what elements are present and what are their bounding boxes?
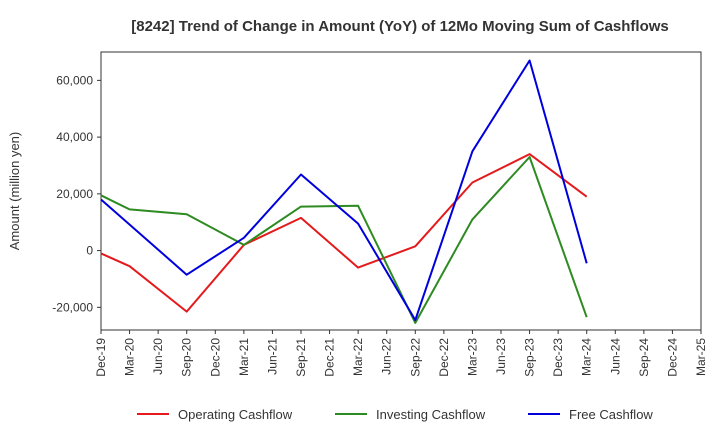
x-axis-ticks: Dec-19 Mar-20 Jun-20 Sep-20 Dec-20 Mar-21 Jun-… xyxy=(94,330,708,377)
x-tick-label: Mar-24 xyxy=(580,338,594,376)
x-tick-label: Dec-21 xyxy=(323,338,337,377)
x-tick-label: Mar-21 xyxy=(237,338,251,376)
x-tick-label: Sep-22 xyxy=(408,338,422,377)
x-tick-label: Dec-19 xyxy=(94,338,108,377)
y-tick-label: 20,000 xyxy=(56,187,93,201)
x-tick-label: Mar-22 xyxy=(351,338,365,376)
legend: Operating Cashflow Investing Cashflow Free… xyxy=(137,407,653,422)
x-tick-label: Sep-21 xyxy=(294,338,308,377)
y-tick-label: 40,000 xyxy=(56,130,93,144)
legend-label: Operating Cashflow xyxy=(178,407,293,422)
x-tick-label: Jun-23 xyxy=(494,338,508,375)
y-tick-label: 60,000 xyxy=(56,73,93,87)
x-tick-label: Sep-23 xyxy=(523,338,537,377)
y-tick-label: -20,000 xyxy=(52,300,93,314)
x-tick-label: Mar-23 xyxy=(465,338,479,376)
x-tick-label: Jun-20 xyxy=(151,338,165,375)
legend-label: Investing Cashflow xyxy=(376,407,486,422)
plot-area xyxy=(101,52,701,330)
x-tick-label: Dec-24 xyxy=(665,338,679,377)
x-tick-label: Mar-20 xyxy=(123,338,137,376)
x-tick-label: Mar-25 xyxy=(694,338,708,376)
legend-label: Free Cashflow xyxy=(569,407,653,422)
x-tick-label: Dec-22 xyxy=(437,338,451,377)
plot-frame xyxy=(101,52,701,330)
x-tick-label: Jun-21 xyxy=(265,338,279,375)
x-tick-label: Sep-24 xyxy=(637,338,651,377)
y-axis-ticks: -20,000 0 20,000 40,000 60,000 xyxy=(52,73,101,314)
x-tick-label: Dec-20 xyxy=(208,338,222,377)
x-tick-label: Jun-22 xyxy=(380,338,394,375)
x-tick-label: Dec-23 xyxy=(551,338,565,377)
x-tick-label: Sep-20 xyxy=(180,338,194,377)
cashflow-chart: [8242] Trend of Change in Amount (YoY) o… xyxy=(0,0,720,440)
chart-title: [8242] Trend of Change in Amount (YoY) o… xyxy=(131,18,669,35)
x-tick-label: Jun-24 xyxy=(608,338,622,375)
y-axis-label: Amount (million yen) xyxy=(7,132,22,251)
y-tick-label: 0 xyxy=(86,244,93,258)
